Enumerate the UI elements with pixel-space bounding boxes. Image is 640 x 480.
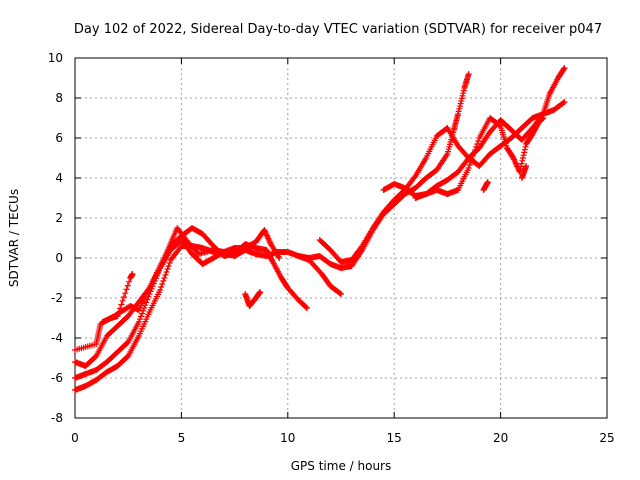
data-point: [166, 260, 173, 266]
data-point: [276, 255, 283, 261]
data-point: [165, 263, 172, 269]
data-point: [135, 319, 142, 325]
plot-frame: [74, 57, 608, 419]
data-point: [484, 179, 491, 185]
series-track-b: [72, 225, 310, 369]
data-point: [473, 144, 480, 150]
data-point: [164, 266, 171, 272]
data-point: [466, 162, 473, 168]
y-tick-label: 8: [55, 91, 63, 105]
data-point: [472, 147, 479, 153]
data-point: [123, 286, 130, 293]
data-point: [160, 278, 167, 284]
data-point: [474, 141, 481, 147]
data-point: [561, 99, 568, 105]
data-marks: [72, 65, 568, 393]
data-point: [519, 155, 526, 161]
data-point: [521, 149, 528, 156]
y-tick-labels: -8 -6 -4 -2 0 2 4 6 8 10: [48, 51, 63, 425]
data-point: [120, 294, 127, 300]
data-point: [540, 115, 547, 121]
data-point: [471, 150, 477, 156]
data-point: [161, 275, 168, 281]
data-point: [141, 305, 148, 311]
data-point: [136, 316, 143, 323]
x-tick-label: 0: [71, 431, 79, 445]
y-axis-label: SDTVAR / TECUs: [7, 189, 21, 287]
data-point: [114, 313, 121, 319]
data-point: [523, 163, 530, 169]
x-axis-label: GPS time / hours: [291, 459, 392, 473]
data-point: [162, 272, 169, 278]
data-point: [338, 291, 344, 297]
y-tick-label: 6: [55, 131, 63, 145]
data-point: [465, 165, 472, 171]
data-point: [303, 304, 310, 311]
data-point: [142, 302, 149, 309]
data-point: [129, 271, 136, 277]
data-point: [520, 152, 527, 159]
x-tick-label: 25: [599, 431, 614, 445]
grid: [75, 58, 607, 418]
data-point: [159, 281, 166, 287]
chart-title: Day 102 of 2022, Sidereal Day-to-day VTE…: [74, 22, 602, 37]
series-track-d: [72, 243, 249, 393]
x-tick-labels: 0 5 10 15 20 25: [71, 431, 614, 445]
data-point: [518, 160, 525, 167]
data-point: [467, 159, 474, 165]
y-tick-label: 10: [48, 51, 63, 65]
data-point: [518, 163, 525, 170]
data-point: [118, 301, 125, 308]
series-track-f: [316, 99, 568, 265]
data-point: [465, 71, 472, 77]
series-track-i: [99, 163, 530, 325]
data-point: [560, 66, 567, 72]
data-point: [163, 269, 170, 275]
data-point: [145, 293, 152, 300]
data-point: [522, 143, 529, 150]
y-tick-label: -4: [51, 331, 63, 345]
data-point: [459, 92, 466, 99]
data-point: [456, 105, 463, 112]
data-point: [336, 290, 343, 297]
data-point: [117, 305, 124, 312]
data-point: [140, 307, 147, 314]
data-point: [257, 289, 264, 295]
axis-ticks: [74, 57, 608, 419]
data-point: [115, 309, 122, 316]
data-point: [122, 290, 129, 297]
data-point: [560, 99, 567, 106]
series-track-h: [412, 115, 547, 201]
data-point: [303, 305, 310, 311]
data-point: [143, 299, 150, 306]
series-track-g: [380, 65, 568, 199]
y-tick-label: -8: [51, 411, 63, 425]
y-tick-label: -2: [51, 291, 63, 305]
data-point: [124, 282, 131, 289]
data-point: [158, 284, 165, 290]
y-tick-label: -6: [51, 371, 63, 385]
x-tick-label: 15: [387, 431, 402, 445]
x-tick-label: 20: [493, 431, 508, 445]
data-point: [119, 297, 126, 304]
data-point: [519, 157, 526, 164]
data-point: [126, 278, 133, 285]
data-point: [157, 287, 164, 293]
data-point: [468, 156, 475, 162]
data-point: [144, 296, 151, 303]
data-point: [242, 247, 249, 253]
y-tick-label: 4: [55, 171, 63, 185]
data-point: [139, 310, 146, 317]
x-tick-label: 10: [280, 431, 295, 445]
x-tick-label: 5: [178, 431, 186, 445]
data-point: [561, 65, 568, 71]
data-point: [137, 313, 144, 320]
y-tick-label: 2: [55, 211, 63, 225]
y-tick-label: 0: [55, 251, 63, 265]
data-point: [475, 138, 482, 144]
data-point: [469, 153, 476, 159]
data-point: [521, 146, 528, 153]
